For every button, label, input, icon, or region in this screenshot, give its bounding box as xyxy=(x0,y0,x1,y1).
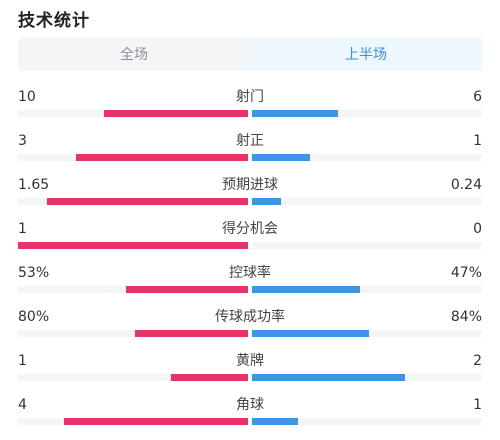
away-bar xyxy=(252,110,339,117)
away-track xyxy=(252,154,482,161)
away-value: 47% xyxy=(450,265,482,281)
away-bar xyxy=(252,374,406,381)
stat-label: 预期进球 xyxy=(222,177,278,193)
stat-row-yellow-cards: 1 黄牌 2 xyxy=(18,352,482,392)
page-title: 技术统计 xyxy=(18,11,90,31)
home-value: 53% xyxy=(18,265,50,281)
stat-row-big-chances: 1 得分机会 0 xyxy=(18,220,482,260)
stat-row-shots: 10 射门 6 xyxy=(18,88,482,128)
away-track xyxy=(252,110,482,117)
away-track xyxy=(252,242,482,249)
away-value: 1 xyxy=(473,397,482,413)
away-value: 0.24 xyxy=(450,177,482,193)
stat-label: 传球成功率 xyxy=(215,309,285,325)
away-value: 6 xyxy=(473,89,482,105)
tab-first-half[interactable]: 上半场 xyxy=(250,37,482,71)
home-track xyxy=(18,330,248,337)
home-bar xyxy=(126,286,248,293)
home-track xyxy=(18,374,248,381)
away-bar xyxy=(252,286,361,293)
home-value: 4 xyxy=(18,397,27,413)
away-bar xyxy=(252,154,310,161)
away-track xyxy=(252,198,482,205)
away-bar xyxy=(252,330,370,337)
home-bar xyxy=(64,418,248,425)
home-track xyxy=(18,110,248,117)
away-bar xyxy=(252,418,298,425)
home-bar xyxy=(104,110,248,117)
away-value: 1 xyxy=(473,133,482,149)
away-bar xyxy=(252,198,282,205)
home-value: 1 xyxy=(18,353,27,369)
home-value: 1 xyxy=(18,221,27,237)
home-value: 1.65 xyxy=(18,177,50,193)
home-track xyxy=(18,242,248,249)
home-bar xyxy=(75,154,248,161)
away-value: 84% xyxy=(450,309,482,325)
stat-row-possession: 53% 控球率 47% xyxy=(18,264,482,304)
stat-label: 得分机会 xyxy=(222,221,278,237)
home-bar xyxy=(171,374,248,381)
stat-row-expected-goals: 1.65 预期进球 0.24 xyxy=(18,176,482,216)
away-value: 2 xyxy=(473,353,482,369)
home-track xyxy=(18,154,248,161)
home-value: 3 xyxy=(18,133,27,149)
home-bar xyxy=(135,330,248,337)
home-bar xyxy=(18,242,248,249)
stat-row-shots-on-target: 3 射正 1 xyxy=(18,132,482,172)
stat-label: 射门 xyxy=(236,89,264,105)
away-track xyxy=(252,330,482,337)
period-tabs: 全场 上半场 xyxy=(18,37,482,71)
tab-full-match[interactable]: 全场 xyxy=(120,47,148,63)
away-track xyxy=(252,374,482,381)
away-track xyxy=(252,418,482,425)
stat-row-corners: 4 角球 1 xyxy=(18,396,482,436)
home-track xyxy=(18,286,248,293)
stat-row-pass-accuracy: 80% 传球成功率 84% xyxy=(18,308,482,348)
away-value: 0 xyxy=(473,221,482,237)
stat-label: 控球率 xyxy=(229,265,271,281)
home-value: 10 xyxy=(18,89,36,105)
away-track xyxy=(252,286,482,293)
home-bar xyxy=(47,198,248,205)
home-track xyxy=(18,418,248,425)
stat-label: 黄牌 xyxy=(236,353,264,369)
home-track xyxy=(18,198,248,205)
stat-label: 角球 xyxy=(236,397,264,413)
stat-label: 射正 xyxy=(236,133,264,149)
home-value: 80% xyxy=(18,309,50,325)
